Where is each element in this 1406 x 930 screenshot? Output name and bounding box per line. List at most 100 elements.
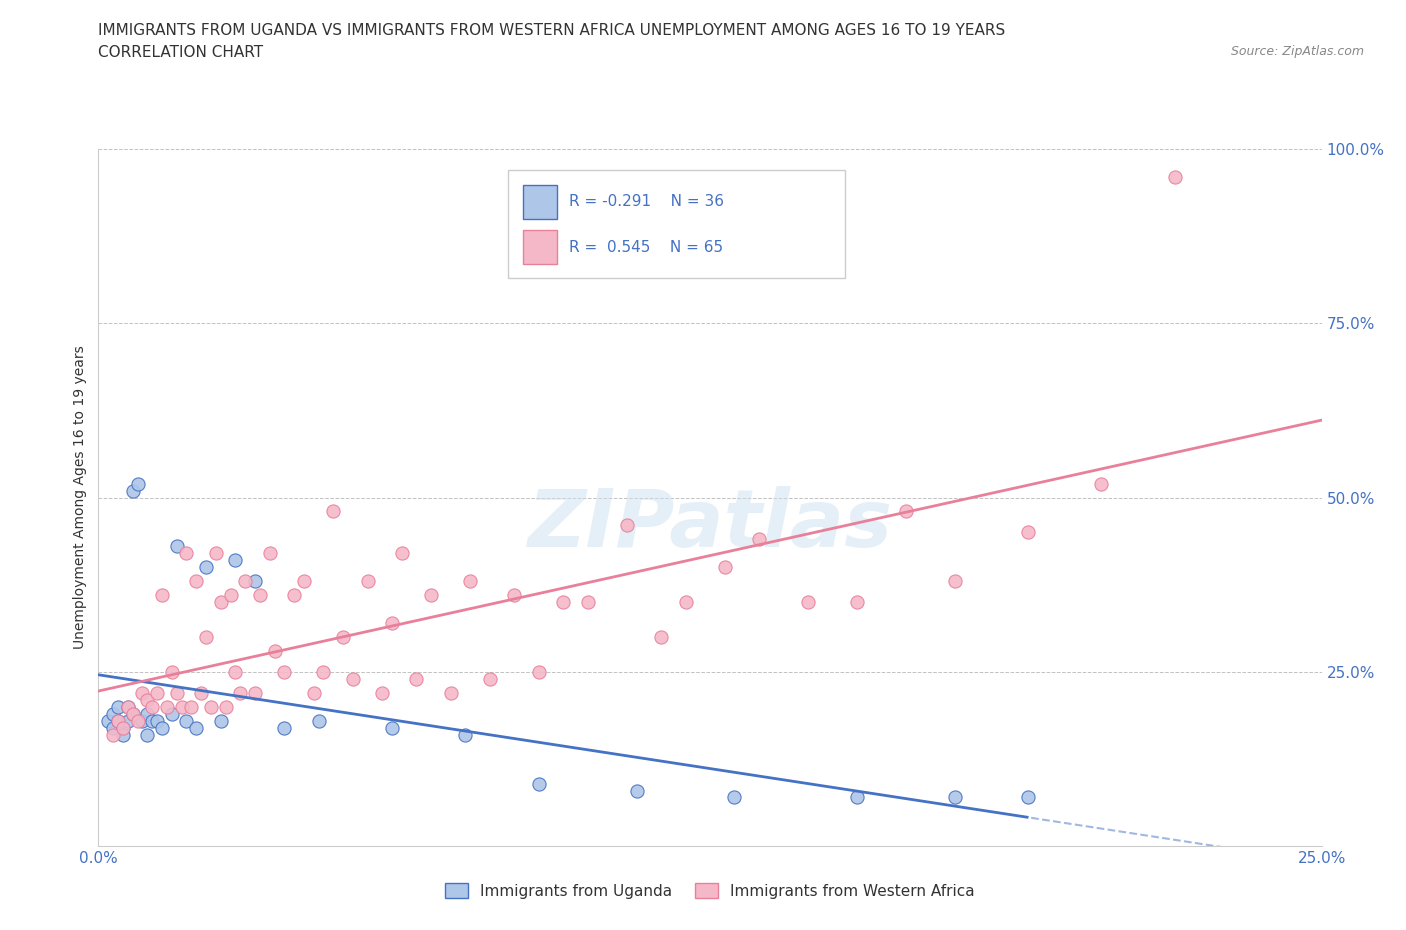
Point xyxy=(273,720,295,735)
Point xyxy=(273,665,295,680)
Point xyxy=(117,699,139,714)
Point xyxy=(107,699,129,714)
Point xyxy=(381,616,404,631)
Point xyxy=(503,588,526,603)
Y-axis label: Unemployment Among Ages 16 to 19 years: Unemployment Among Ages 16 to 19 years xyxy=(73,346,87,649)
FancyBboxPatch shape xyxy=(523,231,557,264)
Point xyxy=(302,685,325,700)
Point xyxy=(97,713,120,728)
Point xyxy=(166,685,188,700)
Point xyxy=(249,588,271,603)
Point xyxy=(356,574,378,589)
Point xyxy=(156,699,179,714)
Point xyxy=(283,588,305,603)
Point xyxy=(748,532,770,547)
Point xyxy=(150,720,173,735)
Point xyxy=(243,685,266,700)
Point xyxy=(478,671,501,686)
Point xyxy=(121,707,143,722)
Point xyxy=(111,720,134,735)
FancyBboxPatch shape xyxy=(508,170,845,278)
Point xyxy=(136,727,159,742)
Text: CORRELATION CHART: CORRELATION CHART xyxy=(98,45,263,60)
Point xyxy=(943,790,966,805)
Point xyxy=(420,588,443,603)
Point xyxy=(527,776,550,790)
Point xyxy=(166,539,188,554)
Point xyxy=(219,588,242,603)
Point xyxy=(845,790,868,805)
Point xyxy=(405,671,427,686)
Point xyxy=(111,720,134,735)
Point xyxy=(200,699,222,714)
Point xyxy=(101,720,124,735)
FancyBboxPatch shape xyxy=(523,185,557,219)
Point xyxy=(101,727,124,742)
Point xyxy=(243,574,266,589)
Point xyxy=(107,713,129,728)
Point xyxy=(195,630,218,644)
Point xyxy=(713,560,735,575)
Text: R =  0.545    N = 65: R = 0.545 N = 65 xyxy=(569,240,724,255)
Point xyxy=(209,713,232,728)
Point xyxy=(458,574,481,589)
Text: IMMIGRANTS FROM UGANDA VS IMMIGRANTS FROM WESTERN AFRICA UNEMPLOYMENT AMONG AGES: IMMIGRANTS FROM UGANDA VS IMMIGRANTS FRO… xyxy=(98,23,1005,38)
Point xyxy=(391,546,413,561)
Point xyxy=(141,713,163,728)
Point xyxy=(1090,476,1112,491)
Point xyxy=(176,546,198,561)
Point xyxy=(308,713,330,728)
Point xyxy=(894,504,917,519)
Point xyxy=(263,644,285,658)
Point xyxy=(136,707,159,722)
Text: Source: ZipAtlas.com: Source: ZipAtlas.com xyxy=(1230,45,1364,58)
Point xyxy=(195,560,218,575)
Point xyxy=(127,713,149,728)
Point xyxy=(259,546,281,561)
Point xyxy=(107,713,129,728)
Point xyxy=(146,713,169,728)
Point xyxy=(675,595,697,610)
Point xyxy=(527,665,550,680)
Point xyxy=(626,783,648,798)
Point xyxy=(121,484,143,498)
Point xyxy=(186,574,208,589)
Point xyxy=(117,713,139,728)
Point xyxy=(342,671,364,686)
Point xyxy=(381,720,404,735)
Legend: Immigrants from Uganda, Immigrants from Western Africa: Immigrants from Uganda, Immigrants from … xyxy=(439,877,981,905)
Point xyxy=(233,574,256,589)
Point xyxy=(186,720,208,735)
Point xyxy=(322,504,344,519)
Point xyxy=(111,727,134,742)
Point xyxy=(312,665,335,680)
Point xyxy=(224,665,246,680)
Point xyxy=(170,699,193,714)
Point xyxy=(292,574,315,589)
Point xyxy=(136,692,159,708)
Point xyxy=(150,588,173,603)
Point xyxy=(1164,169,1187,184)
Point xyxy=(180,699,202,714)
Point xyxy=(440,685,463,700)
Point xyxy=(131,685,153,700)
Point xyxy=(160,665,183,680)
Point xyxy=(723,790,745,805)
Point xyxy=(650,630,672,644)
Point xyxy=(101,707,124,722)
Point xyxy=(576,595,599,610)
Text: R = -0.291    N = 36: R = -0.291 N = 36 xyxy=(569,194,724,209)
Point xyxy=(131,713,153,728)
Point xyxy=(1017,790,1039,805)
Point xyxy=(121,707,143,722)
Point xyxy=(845,595,868,610)
Point xyxy=(1017,525,1039,540)
Point xyxy=(205,546,228,561)
Point xyxy=(332,630,354,644)
Text: ZIPatlas: ZIPatlas xyxy=(527,486,893,565)
Point xyxy=(176,713,198,728)
Point xyxy=(141,699,163,714)
Point xyxy=(224,553,246,568)
Point xyxy=(616,518,638,533)
Point xyxy=(209,595,232,610)
